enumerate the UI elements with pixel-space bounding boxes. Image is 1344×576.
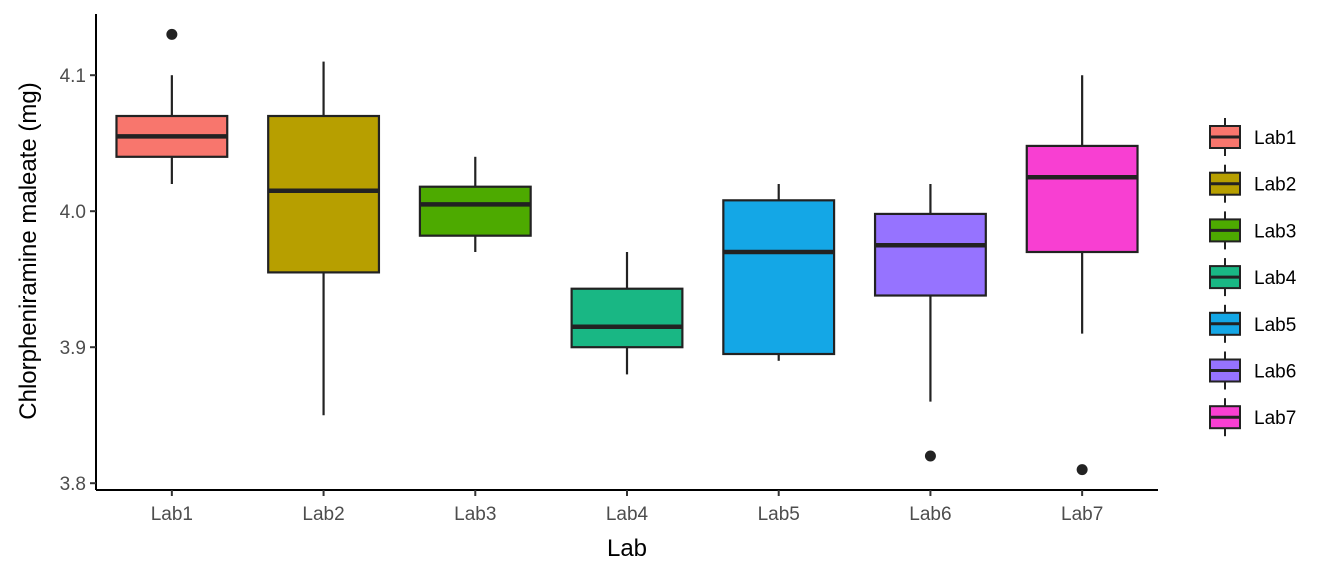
- x-tick-label: Lab5: [758, 504, 800, 525]
- x-tick-label: Lab7: [1061, 504, 1103, 525]
- box-lab6: [873, 184, 987, 462]
- outlier-point: [1076, 464, 1088, 476]
- x-axis-title: Lab: [607, 535, 647, 562]
- y-axis-title: Chlorpheniramine maleate (mg): [15, 82, 42, 419]
- box-lab7: [1025, 75, 1139, 476]
- box-body: [570, 287, 684, 349]
- legend: Lab1 Lab2 Lab3 Lab4 Lab5 Lab6 Lab7: [1209, 118, 1297, 437]
- legend-item-lab4: Lab4: [1209, 258, 1297, 297]
- box-lab2: [267, 61, 381, 416]
- box-body: [267, 114, 381, 274]
- x-tick-label: Lab4: [606, 504, 649, 525]
- legend-label: Lab5: [1254, 315, 1296, 336]
- box-lab1: [115, 28, 229, 184]
- legend-item-lab7: Lab7: [1209, 398, 1296, 437]
- y-tick-label: 3.8: [60, 474, 86, 495]
- box-body: [418, 185, 532, 237]
- box-body: [722, 199, 836, 356]
- x-tick-label: Lab6: [909, 504, 951, 525]
- x-tick-label: Lab2: [302, 504, 344, 525]
- y-tick-label: 4.1: [60, 66, 86, 87]
- box-lab4: [570, 252, 684, 375]
- y-tick-label: 3.9: [60, 338, 86, 359]
- legend-label: Lab2: [1254, 175, 1296, 196]
- legend-label: Lab7: [1254, 408, 1296, 429]
- outlier-point: [924, 450, 936, 462]
- x-tick-label: Lab3: [454, 504, 496, 525]
- legend-item-lab3: Lab3: [1209, 211, 1296, 250]
- axes: 3.8 3.9 4.0 4.1 Lab1 Lab2 Lab3 Lab4 Lab5 Lab6 Lab7: [60, 14, 1158, 525]
- outlier-point: [166, 28, 178, 40]
- box-lab5: [722, 184, 836, 361]
- box-lab3: [418, 156, 532, 252]
- legend-label: Lab1: [1254, 128, 1296, 149]
- plot-area: [115, 28, 1139, 476]
- legend-label: Lab3: [1254, 221, 1296, 242]
- x-tick-label: Lab1: [151, 504, 193, 525]
- legend-label: Lab4: [1254, 268, 1297, 289]
- box-body: [1025, 144, 1139, 254]
- box-body: [873, 212, 987, 297]
- legend-item-lab5: Lab5: [1209, 304, 1296, 343]
- legend-item-lab2: Lab2: [1209, 164, 1296, 203]
- legend-item-lab1: Lab1: [1209, 118, 1296, 156]
- y-tick-label: 4.0: [60, 202, 86, 223]
- legend-label: Lab6: [1254, 362, 1296, 383]
- legend-item-lab6: Lab6: [1209, 351, 1296, 390]
